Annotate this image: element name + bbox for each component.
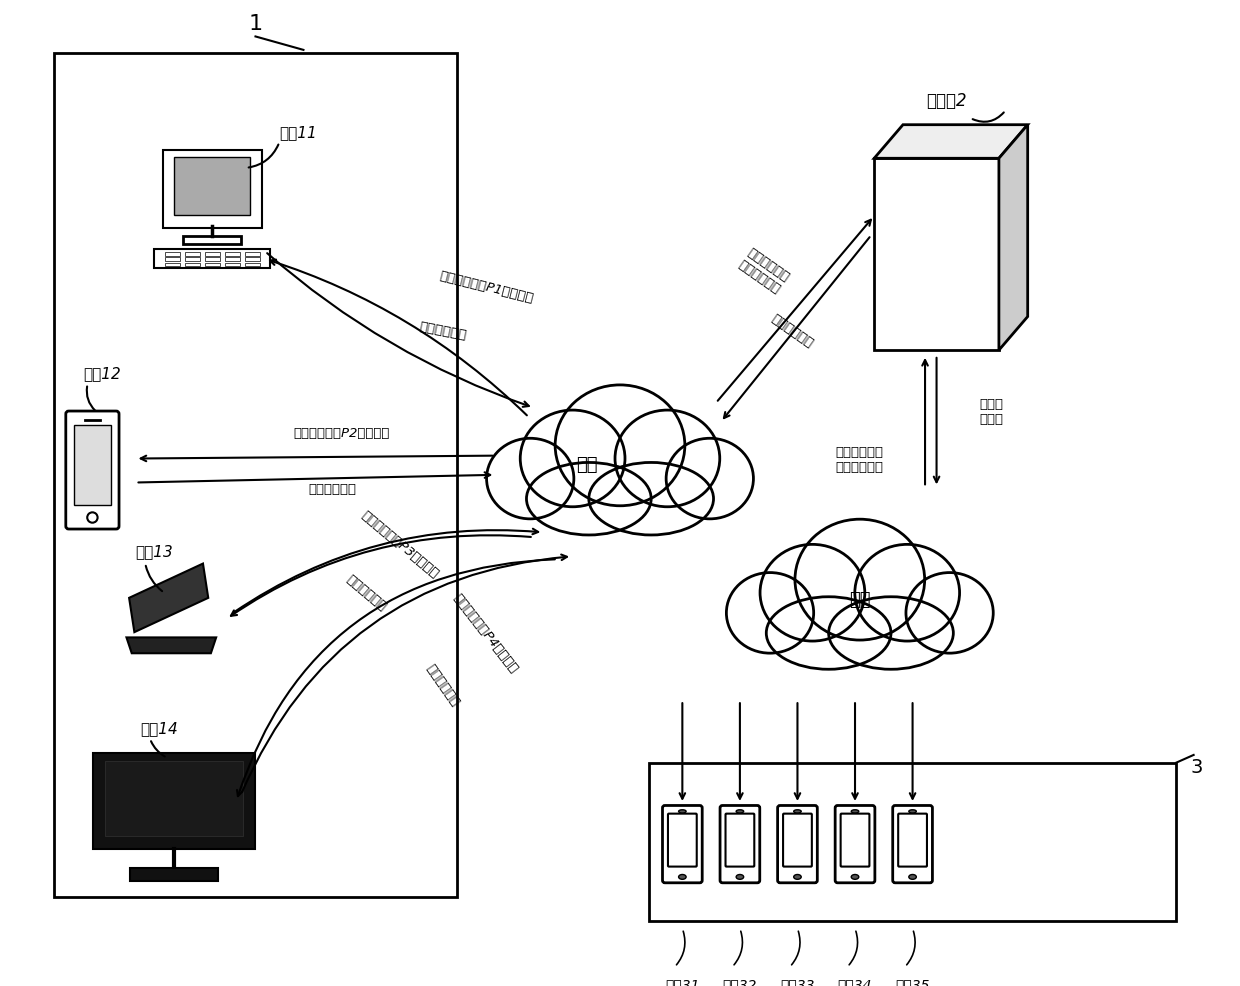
Bar xyxy=(165,262,180,266)
Bar xyxy=(93,752,255,849)
Bar xyxy=(246,262,260,266)
Ellipse shape xyxy=(486,439,574,519)
Text: 纠错控
制指令: 纠错控 制指令 xyxy=(980,398,1003,427)
Text: 第二错误码实
时或批量上报: 第二错误码实 时或批量上报 xyxy=(737,246,791,297)
Bar xyxy=(105,761,243,836)
Polygon shape xyxy=(874,124,1028,159)
Ellipse shape xyxy=(851,810,859,813)
FancyBboxPatch shape xyxy=(777,806,817,882)
Bar xyxy=(185,257,200,261)
Text: 终端14: 终端14 xyxy=(140,722,179,737)
Ellipse shape xyxy=(737,810,744,813)
Ellipse shape xyxy=(678,875,686,880)
Bar xyxy=(55,53,456,897)
Ellipse shape xyxy=(527,462,651,535)
Ellipse shape xyxy=(666,439,754,519)
Text: 服务器2: 服务器2 xyxy=(926,92,966,109)
Text: 终端34: 终端34 xyxy=(838,978,872,986)
Text: 纠错控制指令: 纠错控制指令 xyxy=(769,312,816,350)
Bar xyxy=(246,252,260,255)
FancyBboxPatch shape xyxy=(720,806,760,882)
Ellipse shape xyxy=(828,597,954,669)
Text: 纠错控制指令: 纠错控制指令 xyxy=(419,320,469,342)
Ellipse shape xyxy=(906,573,993,653)
Bar xyxy=(224,262,239,266)
Bar xyxy=(205,262,219,266)
Bar xyxy=(224,257,239,261)
Text: 终端11: 终端11 xyxy=(279,125,317,140)
Polygon shape xyxy=(999,124,1028,350)
FancyBboxPatch shape xyxy=(668,813,697,867)
Text: 第二错误码：P4执行异常: 第二错误码：P4执行异常 xyxy=(451,592,521,675)
Ellipse shape xyxy=(794,875,801,880)
FancyBboxPatch shape xyxy=(784,813,812,867)
Text: 3: 3 xyxy=(1190,758,1203,777)
Text: 终端31: 终端31 xyxy=(665,978,699,986)
Bar xyxy=(185,252,200,255)
Text: 第二错误码实
时或批量上报: 第二错误码实 时或批量上报 xyxy=(836,447,884,474)
Text: 纠错控制指令: 纠错控制指令 xyxy=(309,483,356,496)
Text: 终端13: 终端13 xyxy=(135,544,174,559)
FancyBboxPatch shape xyxy=(898,813,928,867)
Text: 第二错误码：P3执行异常: 第二错误码：P3执行异常 xyxy=(358,509,440,581)
Bar xyxy=(175,157,250,215)
Bar xyxy=(246,257,260,261)
Ellipse shape xyxy=(766,597,892,669)
Bar xyxy=(154,249,270,268)
Text: 1: 1 xyxy=(248,14,263,34)
Ellipse shape xyxy=(589,462,713,535)
Bar xyxy=(165,252,180,255)
Text: 终端35: 终端35 xyxy=(895,978,930,986)
Ellipse shape xyxy=(727,573,813,653)
FancyBboxPatch shape xyxy=(662,806,702,882)
Ellipse shape xyxy=(615,410,719,507)
Bar xyxy=(130,868,217,880)
Ellipse shape xyxy=(678,810,686,813)
Bar xyxy=(205,252,219,255)
Text: 网络: 网络 xyxy=(575,457,598,474)
Ellipse shape xyxy=(760,544,864,641)
Text: 纠错控制指令: 纠错控制指令 xyxy=(423,663,461,709)
Bar xyxy=(74,425,110,505)
Polygon shape xyxy=(129,564,208,632)
Bar xyxy=(184,237,242,245)
Ellipse shape xyxy=(737,875,744,880)
Text: 第二错误码：P1执行异常: 第二错误码：P1执行异常 xyxy=(438,270,534,306)
Ellipse shape xyxy=(909,875,916,880)
Ellipse shape xyxy=(851,875,859,880)
Text: 网络: 网络 xyxy=(849,591,870,608)
FancyBboxPatch shape xyxy=(836,806,875,882)
Text: 终端12: 终端12 xyxy=(83,367,120,382)
Polygon shape xyxy=(126,637,216,654)
Bar xyxy=(165,257,180,261)
FancyBboxPatch shape xyxy=(841,813,869,867)
Bar xyxy=(205,257,219,261)
Ellipse shape xyxy=(909,810,916,813)
FancyBboxPatch shape xyxy=(893,806,932,882)
Bar xyxy=(874,159,999,350)
Text: 第二错误码：P2执行异常: 第二错误码：P2执行异常 xyxy=(294,427,391,440)
Ellipse shape xyxy=(556,385,684,506)
FancyBboxPatch shape xyxy=(725,813,754,867)
Text: 终端32: 终端32 xyxy=(723,978,758,986)
Bar xyxy=(185,262,200,266)
Ellipse shape xyxy=(521,410,625,507)
Bar xyxy=(649,762,1177,921)
Bar xyxy=(224,252,239,255)
Text: 终端33: 终端33 xyxy=(780,978,815,986)
Text: 纠错控制指令: 纠错控制指令 xyxy=(343,573,388,613)
Ellipse shape xyxy=(854,544,960,641)
Ellipse shape xyxy=(795,520,925,640)
Ellipse shape xyxy=(794,810,801,813)
